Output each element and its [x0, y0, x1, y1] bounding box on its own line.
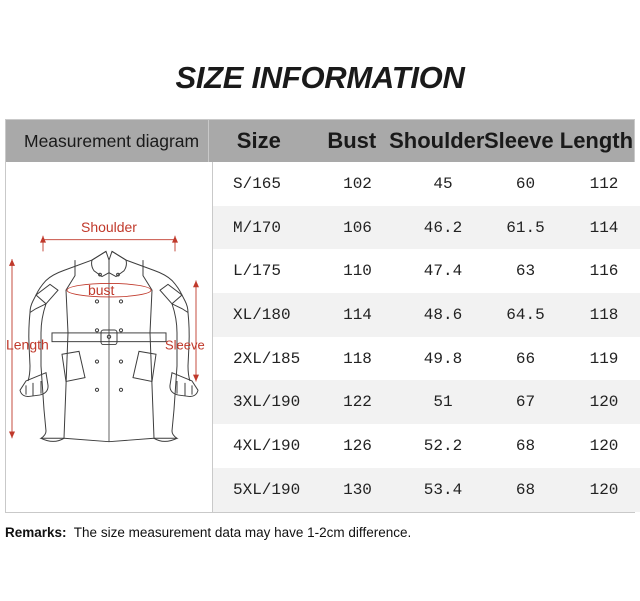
- svg-text:Length: Length: [6, 338, 49, 353]
- svg-text:Sleeve: Sleeve: [165, 338, 205, 353]
- svg-text:bust: bust: [88, 283, 115, 298]
- svg-text:Shoulder: Shoulder: [81, 220, 137, 235]
